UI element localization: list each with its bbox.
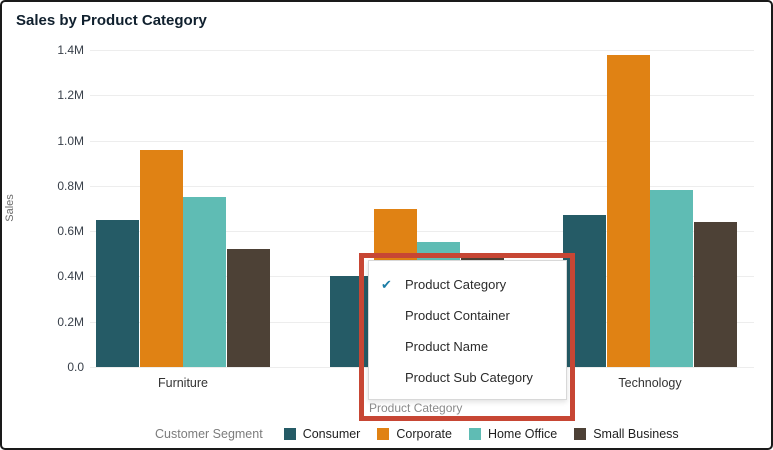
x-axis-attribute-control[interactable]: Product Category: [369, 401, 463, 415]
gridline: [90, 185, 754, 187]
legend-swatch: [283, 428, 296, 440]
y-tick-label: 0.0: [67, 360, 84, 374]
legend-item-label: Home Office: [487, 427, 558, 441]
y-axis-title: Sales: [4, 194, 16, 222]
menu-item-product-name[interactable]: Product Name: [369, 331, 566, 362]
axis-attribute-dropdown-menu: ✔ Product Category Product Container Produc…: [368, 260, 567, 400]
bar-home-office[interactable]: [183, 197, 227, 367]
menu-item-label: Product Sub Category: [405, 370, 533, 385]
bar-consumer[interactable]: [330, 276, 373, 367]
legend-item-home-office[interactable]: Home Office: [468, 427, 558, 441]
menu-item-label: Product Name: [405, 339, 489, 354]
y-tick-label: 0.6M: [57, 224, 84, 239]
menu-item-label: Product Category: [405, 277, 507, 292]
bar-consumer[interactable]: [96, 219, 139, 367]
bar-small-business[interactable]: [694, 222, 738, 367]
bar-consumer[interactable]: [563, 215, 606, 367]
menu-item-product-category[interactable]: ✔ Product Category: [369, 269, 566, 300]
bar-corporate[interactable]: [139, 149, 183, 367]
legend-title: Customer Segment: [155, 427, 263, 441]
chart-title: Sales by Product Category: [16, 12, 207, 29]
gridline: [90, 140, 754, 142]
legend-swatch: [377, 428, 390, 440]
legend-swatch: [468, 428, 481, 440]
x-tick-label: Furniture: [157, 376, 209, 390]
checkmark-icon: ✔: [381, 276, 392, 292]
y-tick-label: 1.4M: [57, 43, 84, 57]
legend: Customer Segment Consumer Corporate Home O…: [155, 427, 679, 441]
menu-item-label: Product Container: [405, 308, 510, 323]
legend-item-label: Corporate: [396, 427, 452, 441]
legend-item-label: Small Business: [593, 427, 679, 441]
gridline: [90, 231, 754, 233]
bar-corporate[interactable]: [606, 54, 650, 367]
bar-small-business[interactable]: [227, 249, 271, 367]
legend-item-label: Consumer: [302, 427, 361, 441]
gridline: [90, 50, 754, 51]
legend-swatch: [574, 428, 587, 440]
y-tick-label: 0.8M: [57, 178, 84, 193]
gridline: [90, 95, 754, 97]
legend-item-consumer[interactable]: Consumer: [283, 427, 361, 441]
y-tick-label: 1.0M: [57, 133, 84, 148]
legend-item-corporate[interactable]: Corporate: [377, 427, 452, 441]
legend-items: Consumer Corporate Home Office Small Busine…: [283, 427, 679, 441]
legend-item-small-business[interactable]: Small Business: [574, 427, 679, 441]
y-tick-label: 0.4M: [57, 269, 84, 284]
menu-item-product-container[interactable]: Product Container: [369, 300, 566, 331]
x-tick-label: Technology: [618, 376, 682, 390]
y-tick-label: 1.2M: [57, 88, 84, 103]
bar-home-office[interactable]: [650, 190, 694, 367]
y-tick-label: 0.2M: [57, 314, 84, 329]
menu-item-product-sub-category[interactable]: Product Sub Category: [369, 362, 566, 393]
